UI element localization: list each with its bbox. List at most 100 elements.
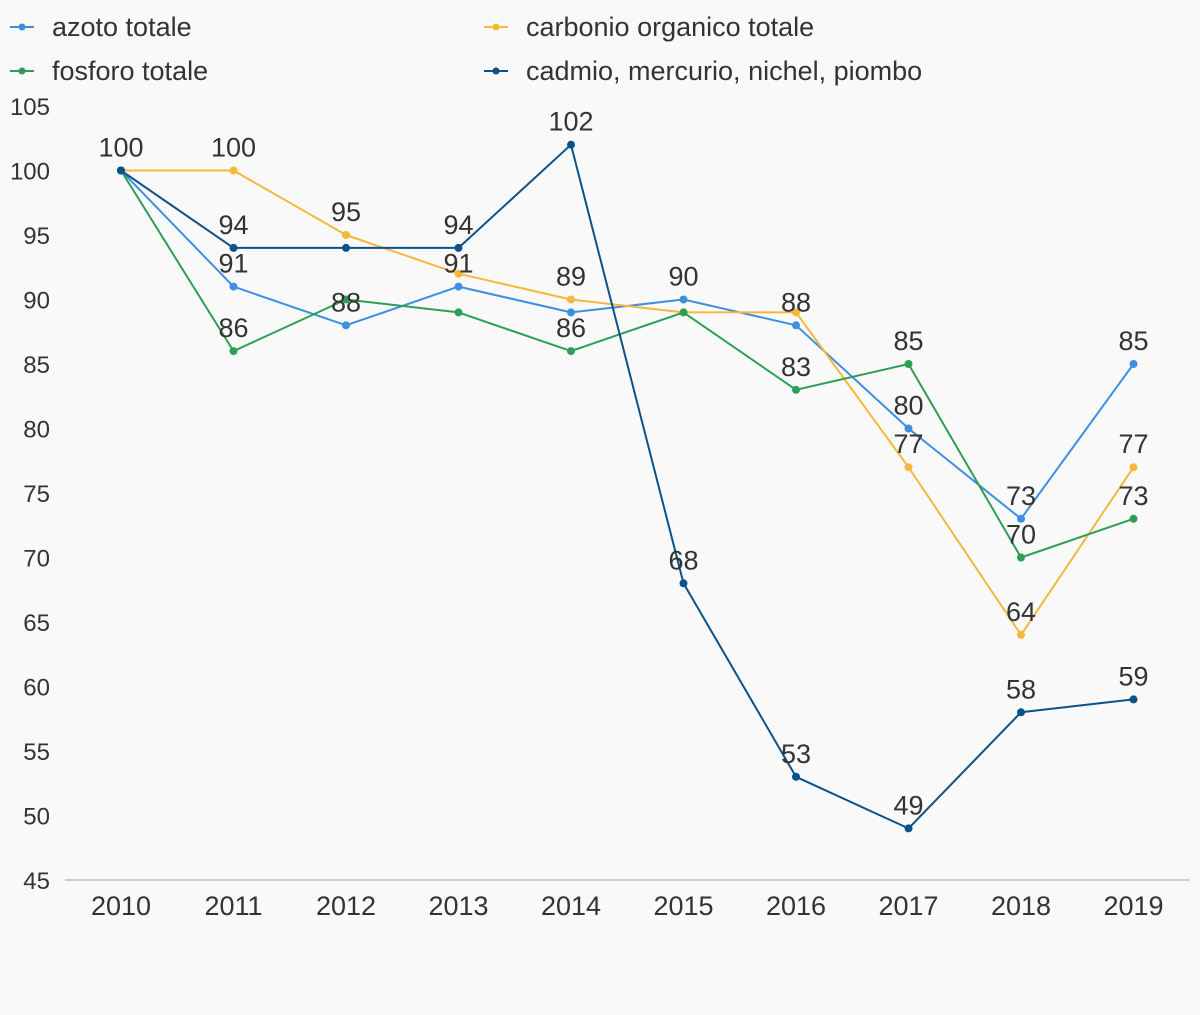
data-point: [1017, 708, 1025, 717]
legend-label: cadmio, mercurio, nichel, piombo: [526, 56, 922, 86]
data-point: [679, 579, 688, 588]
data-point: [904, 360, 913, 368]
data-label: 100: [98, 133, 143, 163]
data-point: [229, 347, 238, 356]
x-tick-label: 2014: [541, 891, 601, 921]
y-tick-label: 45: [23, 868, 50, 895]
x-tick-label: 2011: [204, 891, 262, 921]
series-line: [120, 169, 1134, 559]
data-point: [792, 772, 800, 781]
series-line: [121, 169, 1135, 636]
y-tick-label: 75: [23, 481, 50, 508]
data-label: 77: [1118, 429, 1148, 459]
data-point: [1129, 695, 1138, 704]
data-point: [229, 282, 238, 291]
legend-marker-dot: [492, 23, 500, 31]
data-point: [229, 243, 238, 252]
y-tick-label: 85: [23, 352, 50, 379]
data-point: [342, 231, 350, 239]
data-label: 95: [331, 197, 361, 227]
data-label: 90: [668, 262, 698, 292]
legend-label: azoto totale: [52, 12, 192, 42]
data-label: 85: [893, 326, 923, 356]
data-point: [567, 347, 575, 356]
data-point: [454, 269, 463, 278]
data-point: [567, 140, 575, 149]
data-point: [567, 308, 575, 317]
data-label: 91: [218, 249, 248, 279]
data-point: [792, 321, 800, 330]
series-line: [120, 169, 1135, 520]
y-tick-label: 60: [23, 675, 50, 702]
data-label: 88: [331, 287, 361, 317]
data-point: [1017, 514, 1025, 523]
data-point: [229, 166, 238, 175]
data-label: 70: [1006, 520, 1036, 550]
data-label: 73: [1006, 481, 1036, 511]
data-point: [1129, 360, 1138, 368]
x-tick-label: 2018: [991, 891, 1051, 921]
y-tick-label: 65: [23, 610, 50, 637]
data-label: 85: [1118, 326, 1148, 356]
data-point: [1017, 630, 1025, 639]
data-point: [904, 463, 913, 472]
data-point: [679, 295, 688, 304]
x-tick-label: 2013: [428, 891, 488, 921]
data-point: [1129, 514, 1138, 523]
data-label: 86: [556, 313, 586, 343]
data-point: [454, 308, 463, 317]
y-tick-label: 90: [23, 288, 50, 315]
data-point: [679, 308, 688, 317]
x-tick-label: 2015: [653, 891, 713, 921]
y-tick-label: 55: [23, 739, 50, 766]
data-point: [1129, 463, 1138, 472]
data-point: [904, 424, 913, 433]
data-label: 102: [548, 107, 593, 137]
y-tick-label: 80: [23, 417, 50, 444]
data-label: 88: [781, 287, 811, 317]
data-label: 68: [668, 545, 698, 575]
data-label: 100: [211, 133, 256, 163]
series-line: [120, 143, 1134, 830]
data-point: [342, 295, 350, 304]
data-label: 91: [443, 249, 473, 279]
y-tick-label: 100: [10, 159, 50, 186]
data-label: 94: [218, 210, 248, 240]
data-point: [792, 308, 800, 317]
data-label: 80: [893, 391, 923, 421]
data-label: 64: [1006, 597, 1036, 627]
data-point: [342, 243, 350, 252]
data-label: 94: [443, 210, 473, 240]
data-point: [904, 824, 913, 833]
data-label: 77: [893, 429, 923, 459]
data-label: 83: [781, 352, 811, 382]
data-point: [117, 166, 125, 175]
x-tick-label: 2017: [878, 891, 938, 921]
x-tick-label: 2010: [91, 891, 151, 921]
data-point: [454, 282, 463, 291]
data-label: 53: [781, 739, 811, 769]
legend-label: carbonio organico totale: [526, 12, 814, 42]
legend-marker-dot: [492, 67, 500, 75]
data-point: [1017, 553, 1025, 562]
data-point: [567, 295, 575, 304]
data-label: 73: [1118, 481, 1148, 511]
y-tick-label: 95: [23, 223, 50, 250]
data-label: 58: [1006, 674, 1036, 704]
y-tick-label: 50: [23, 804, 50, 831]
legend-marker-dot: [18, 23, 26, 31]
data-label: 49: [893, 790, 923, 820]
data-point: [342, 321, 350, 330]
legend-marker-dot: [18, 67, 26, 75]
data-label: 89: [556, 262, 586, 292]
x-tick-label: 2012: [316, 891, 376, 921]
x-tick-label: 2016: [766, 891, 826, 921]
y-tick-label: 105: [10, 94, 50, 121]
data-label: 59: [1118, 661, 1148, 691]
data-point: [454, 243, 463, 252]
x-tick-label: 2019: [1103, 891, 1163, 921]
legend-label: fosforo totale: [52, 56, 208, 86]
data-point: [792, 385, 800, 394]
